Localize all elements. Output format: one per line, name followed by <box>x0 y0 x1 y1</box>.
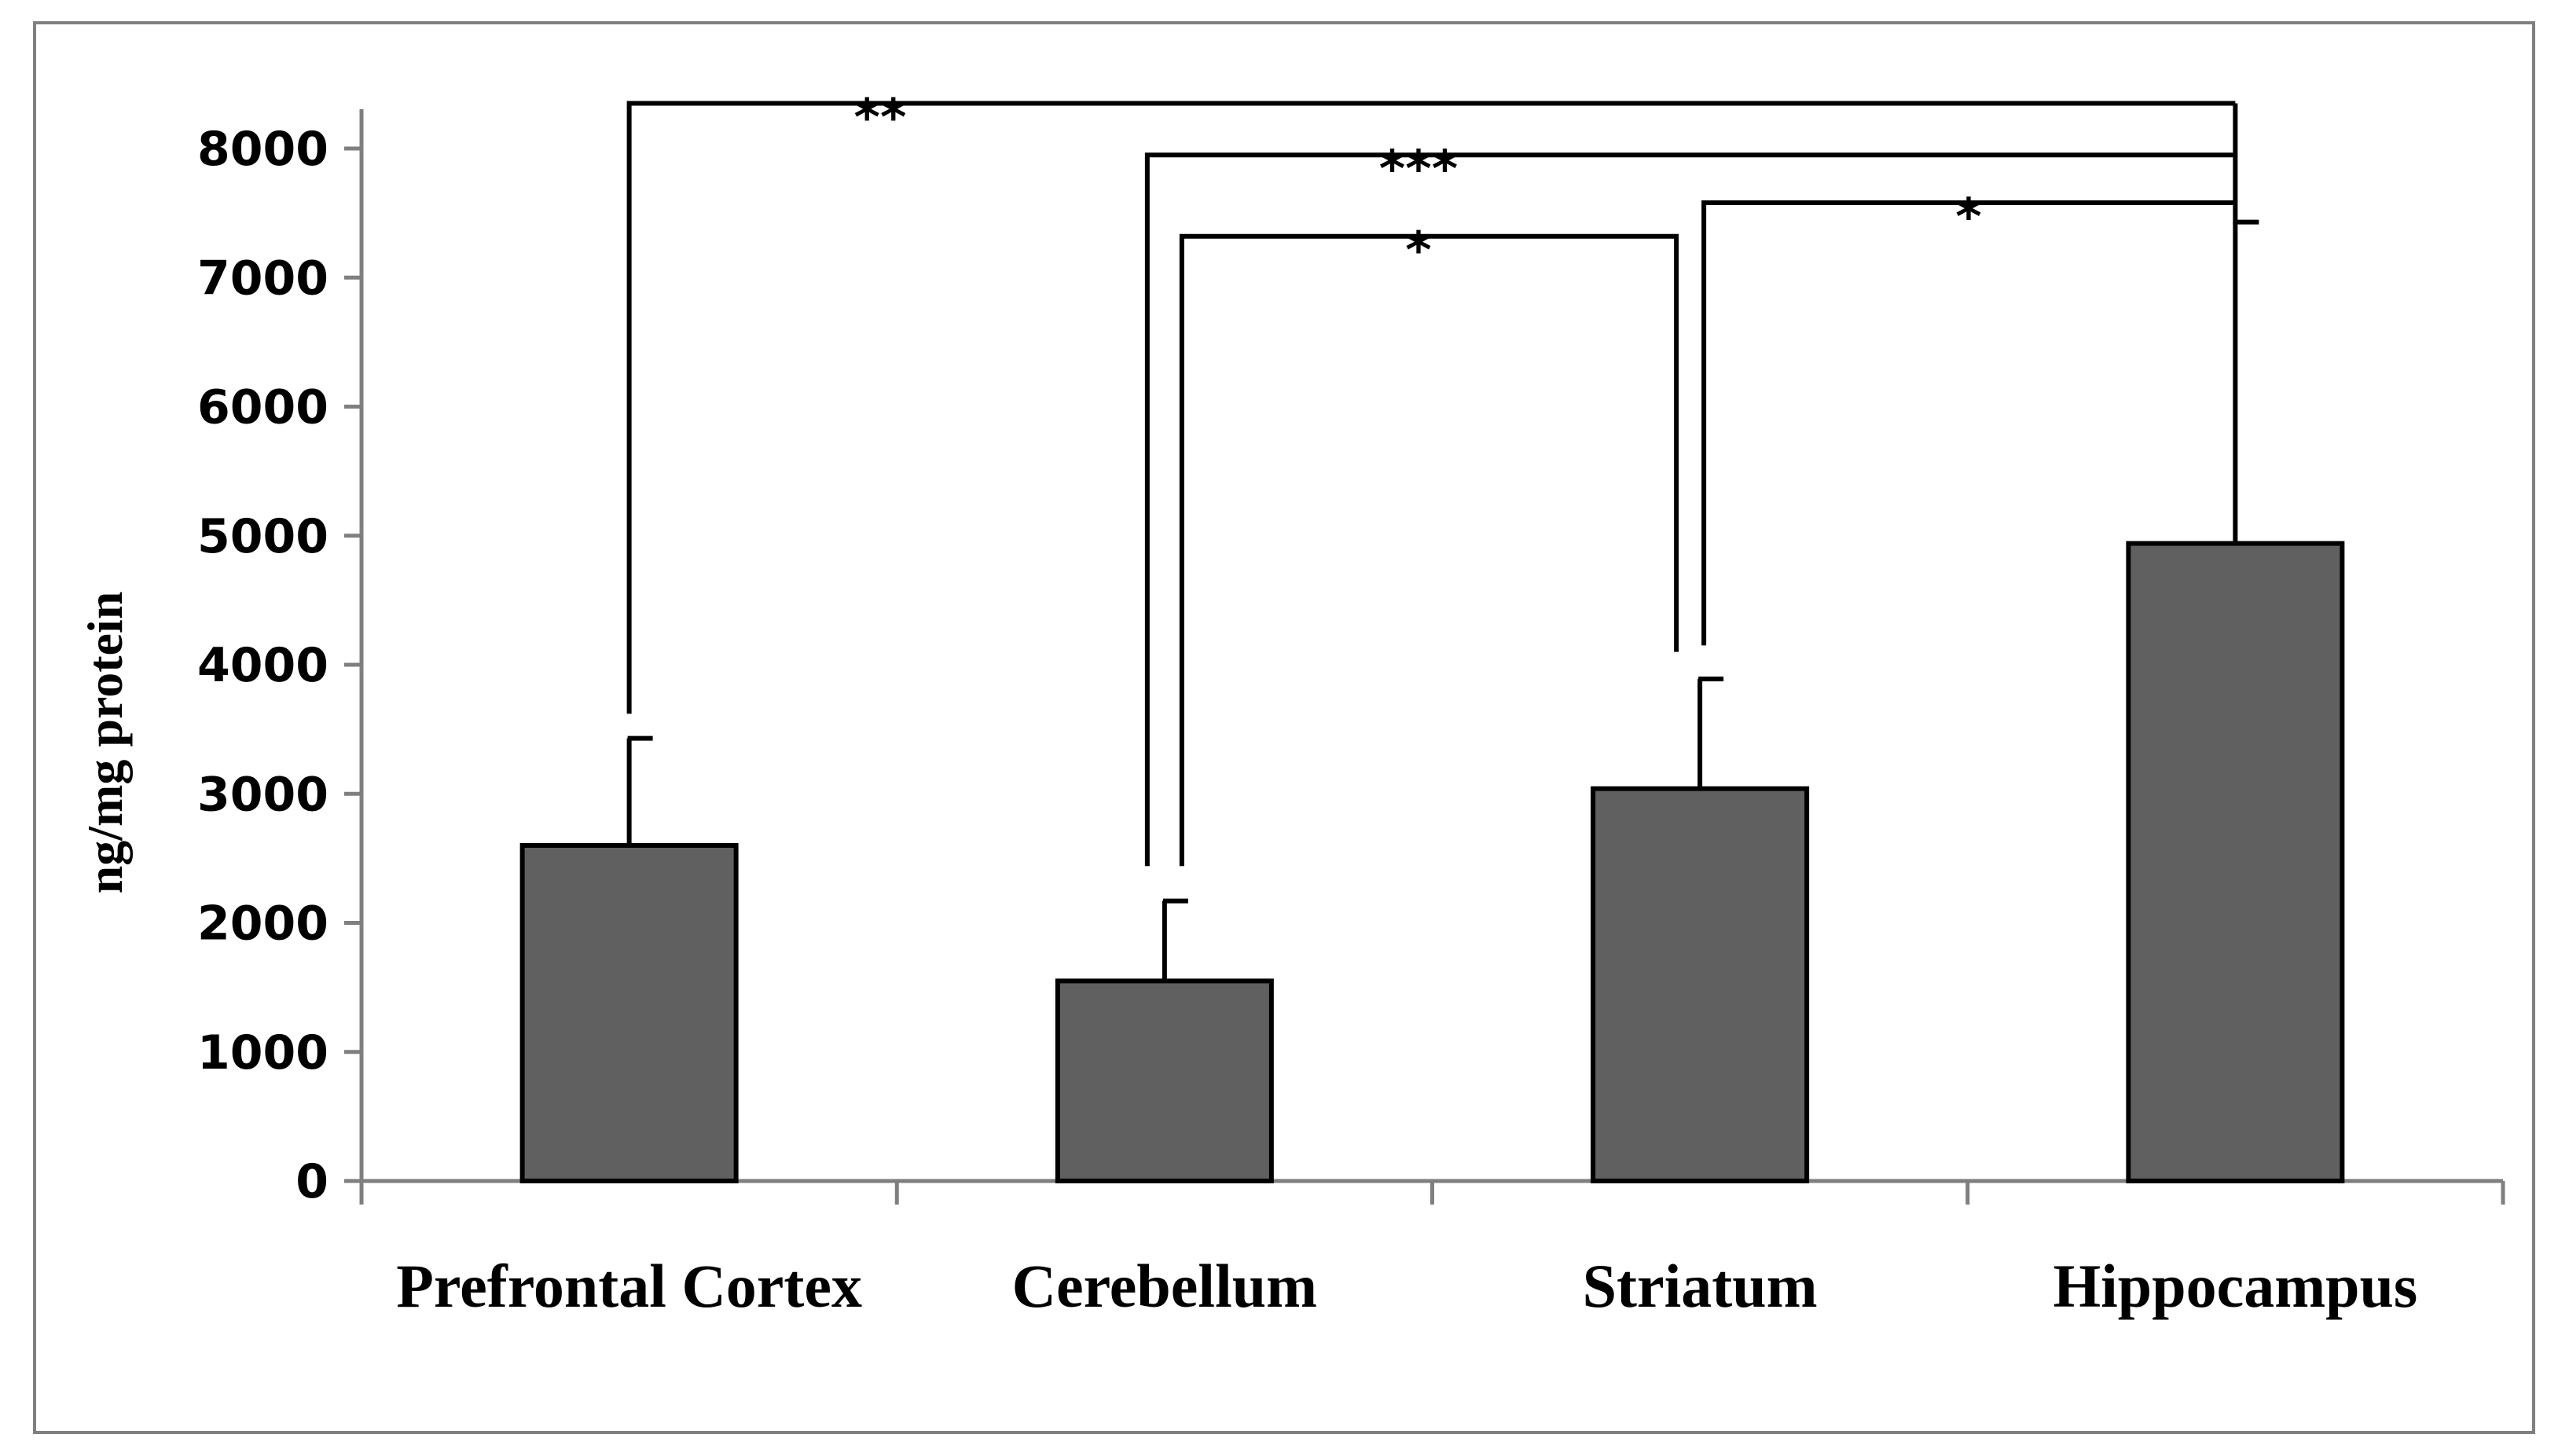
significance-label: *** <box>1379 141 1458 199</box>
significance-label: * <box>1405 222 1431 281</box>
bar-cerebellum <box>1055 978 1274 1183</box>
bar-hippocampus <box>2126 541 2345 1183</box>
x-category-label: Prefrontal Cortex <box>396 1252 862 1320</box>
significance-label: ** <box>854 90 907 148</box>
y-tick-label: 3000 <box>197 767 328 822</box>
x-category-label: Striatum <box>1583 1252 1818 1320</box>
significance-bracket <box>1179 233 1679 867</box>
y-tick-label: 7000 <box>197 251 328 306</box>
y-tick-label: 8000 <box>197 122 328 177</box>
x-category-label: Cerebellum <box>1012 1252 1317 1320</box>
y-tick-label: 4000 <box>197 638 328 693</box>
significance-label: * <box>1955 189 1981 247</box>
y-tick-label: 2000 <box>197 897 328 952</box>
y-tick-label: 5000 <box>197 509 328 564</box>
significance-bracket <box>1701 200 2236 646</box>
x-category-label: Hippocampus <box>2053 1252 2417 1320</box>
significance-bracket <box>626 101 2236 714</box>
significance-bracket <box>1144 152 2236 867</box>
chart-frame <box>33 21 2535 1434</box>
y-tick-label: 0 <box>295 1154 328 1209</box>
bar-prefrontal-cortex <box>519 842 739 1183</box>
bar-striatum <box>1591 786 1810 1183</box>
y-tick-label: 1000 <box>197 1025 328 1080</box>
y-tick-label: 6000 <box>197 380 328 435</box>
y-axis-title: ng/mg protein <box>77 592 133 894</box>
